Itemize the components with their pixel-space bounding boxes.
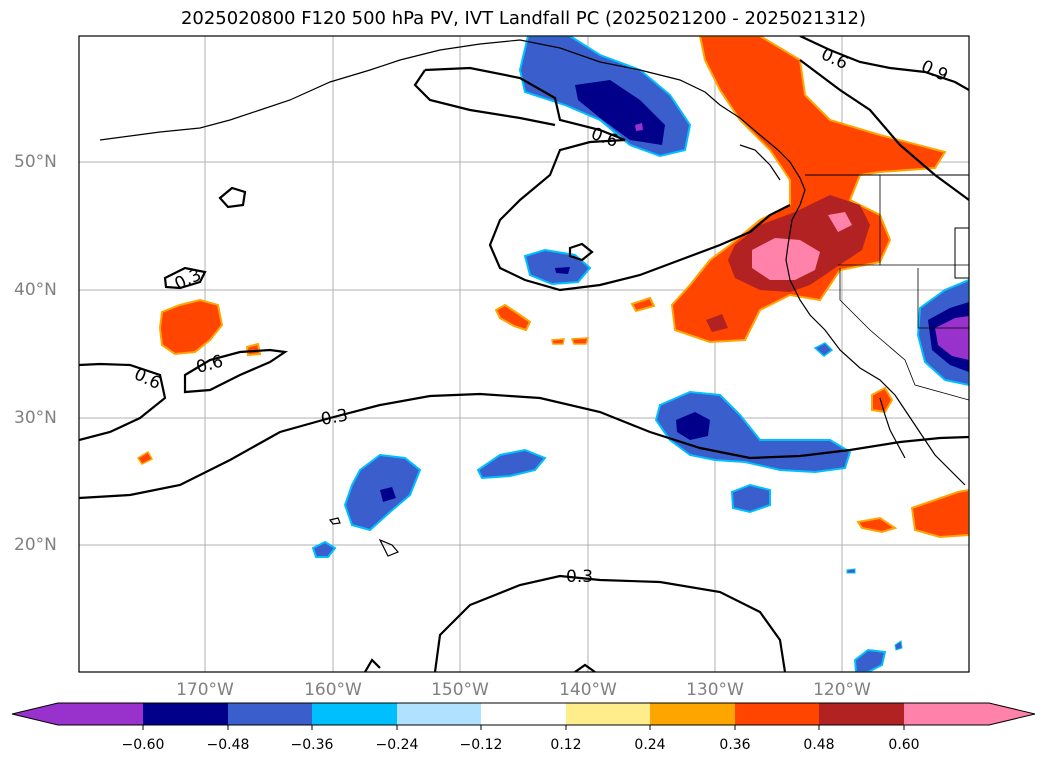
plot-title: 2025020800 F120 500 hPa PV, IVT Landfall… (180, 8, 867, 29)
colorbar-outline (11, 702, 1036, 726)
colorbar-tick-label: 0.48 (803, 737, 835, 753)
lon-label-130w: 130°W (686, 680, 744, 700)
lon-label-170w: 170°W (176, 680, 234, 700)
colorbar (11, 702, 1036, 730)
negative-anomaly-shading (311, 36, 969, 672)
colorbar-swatch (819, 703, 904, 725)
lat-label-20n: 20°N (14, 535, 57, 555)
lat-label-50n: 50°N (14, 152, 57, 172)
lon-label-120w: 120°W (813, 680, 871, 700)
colorbar-tick-label: 0.24 (634, 737, 666, 753)
colorbar-tick-label: 0.12 (550, 737, 582, 753)
colorbar-swatch (904, 703, 1035, 725)
colorbar-swatch (143, 703, 228, 725)
colorbar-swatch (312, 703, 397, 725)
colorbar-tick-label: −0.60 (121, 737, 165, 753)
colorbar-tick-label: −0.48 (206, 737, 250, 753)
map-frame (78, 35, 970, 673)
lon-label-140w: 140°W (559, 680, 617, 700)
map-content (79, 36, 969, 672)
colorbar-swatch (397, 703, 481, 725)
colorbar-swatch (12, 703, 143, 725)
lon-label-150w: 150°W (431, 680, 489, 700)
lon-label-160w: 160°W (304, 680, 362, 700)
colorbar-tick-label: −0.24 (375, 737, 419, 753)
colorbar-swatch (228, 703, 312, 725)
lat-label-30n: 30°N (14, 408, 57, 428)
colorbar-swatch (481, 703, 566, 725)
coastlines (99, 39, 969, 557)
colorbar-tick-label: −0.12 (459, 737, 503, 753)
colorbar-swatch (735, 703, 819, 725)
colorbar-tick-label: 0.36 (719, 737, 751, 753)
colorbar-swatch (650, 703, 735, 725)
colorbar-swatch (566, 703, 650, 725)
colorbar-tick-label: −0.36 (290, 737, 334, 753)
contour-label: 0.3 (566, 567, 593, 587)
lat-label-40n: 40°N (14, 280, 57, 300)
contour-label: 0.3 (319, 406, 349, 430)
contour-lines (79, 36, 969, 672)
colorbar-tick-label: 0.60 (888, 737, 920, 753)
